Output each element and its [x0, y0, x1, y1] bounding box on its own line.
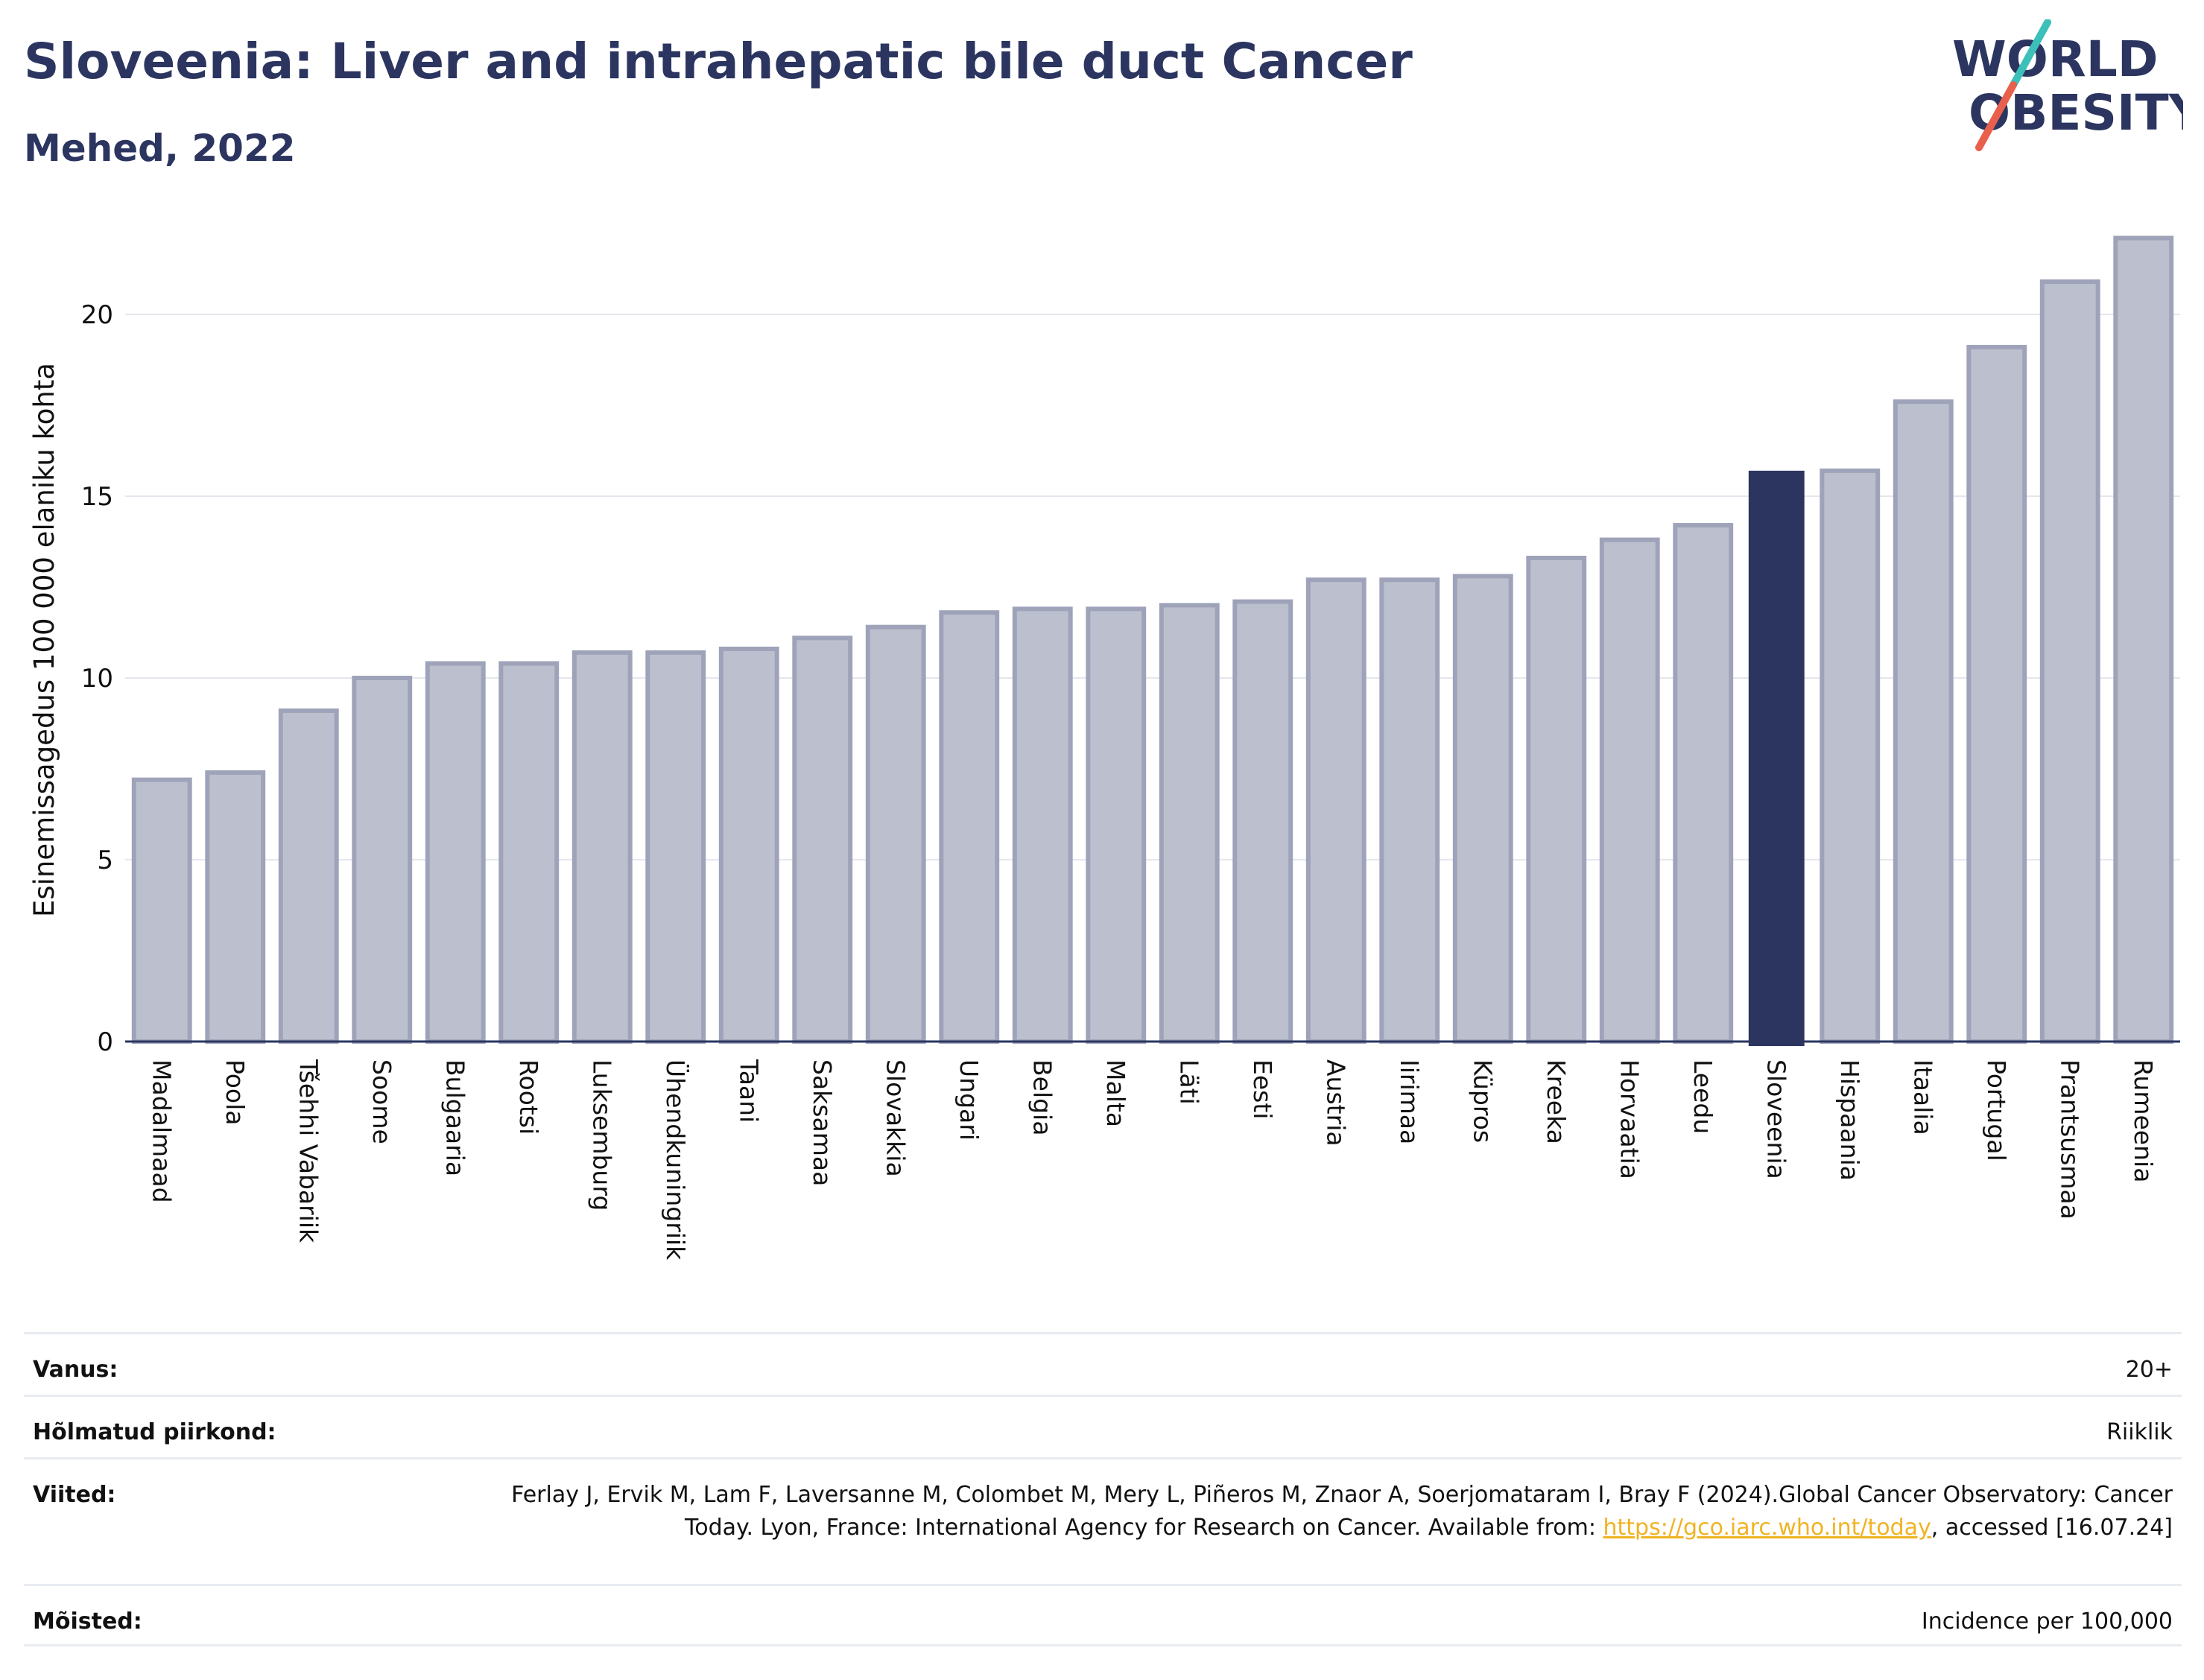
metadata-table: Vanus: 20+ Hõlmatud piirkond: Riiklik Vi… — [24, 1332, 2182, 1646]
bar-itaalia — [1893, 399, 1954, 1044]
meta-value-age: 20+ — [2125, 1357, 2173, 1383]
x-tick-label: Itaalia — [1908, 1059, 1937, 1135]
bar-ungari — [939, 610, 1000, 1044]
x-tick-label: Ungari — [954, 1059, 984, 1141]
x-tick-label: Ühendkuningriik — [661, 1059, 691, 1261]
bar-madalmaad — [131, 777, 192, 1044]
bar-luksemburg — [571, 650, 633, 1044]
reference-accessed: , accessed [16.07.24] — [1931, 1515, 2173, 1541]
bar-rootsi — [498, 661, 560, 1044]
bar-poola — [205, 770, 266, 1044]
y-tick-label: 20 — [81, 300, 113, 330]
logo-text-line1: WORLD — [1952, 31, 2159, 88]
chart-subtitle: Mehed, 2022 — [24, 127, 296, 170]
x-tick-label: Poola — [221, 1059, 250, 1126]
bar-prantsusmaa — [2039, 279, 2100, 1044]
y-axis-label: Esinemissagedus 100 000 elaniku kohta — [28, 363, 60, 917]
bar-chart: 0 5 10 15 20 Madalmaad Poola Tšehhi Vabariik Soo… — [28, 235, 2180, 1261]
bar-slovakkia — [865, 624, 926, 1044]
x-tick-label: Rumeenia — [2129, 1059, 2158, 1182]
bar-belgia — [1012, 606, 1073, 1044]
world-obesity-logo: WORLD OBESITY — [1952, 19, 2183, 151]
x-tick-label: Sloveenia — [1761, 1059, 1790, 1179]
y-tick-label: 10 — [81, 664, 113, 694]
meta-label-age: Vanus: — [33, 1357, 118, 1383]
bar-rumeenia — [2113, 235, 2174, 1044]
meta-value-definitions: Incidence per 100,000 — [1921, 1608, 2173, 1635]
x-tick-label: Soome — [367, 1059, 396, 1144]
meta-row-definitions: Mõisted: Incidence per 100,000 — [24, 1584, 2182, 1646]
x-tick-label: Malta — [1101, 1059, 1130, 1127]
y-tick-label: 15 — [81, 482, 113, 512]
bar-malta — [1086, 606, 1147, 1044]
x-tick-label: Luksemburg — [587, 1059, 616, 1211]
reference-link[interactable]: https://gco.iarc.who.int/today — [1603, 1515, 1931, 1541]
bar-sloveenia — [1748, 470, 1805, 1046]
x-tick-label: Iirimaa — [1395, 1059, 1424, 1144]
x-tick-label: Prantsusmaa — [2055, 1059, 2084, 1220]
meta-value-references: Ferlay J, Ervik M, Lam F, Laversanne M, … — [459, 1479, 2173, 1544]
logo-slash-teal — [2010, 19, 2051, 89]
bars — [131, 235, 2174, 1046]
bar-hispaania — [1820, 468, 1881, 1044]
bar-tšehhi-vabariik — [278, 708, 339, 1044]
x-tick-label: Eesti — [1248, 1059, 1277, 1119]
bar-leedu — [1673, 523, 1734, 1044]
x-tick-label: Portugal — [1982, 1059, 2011, 1161]
x-tick-label: Austria — [1321, 1059, 1350, 1147]
chart-title: Sloveenia: Liver and intrahepatic bile d… — [24, 33, 1413, 90]
bar-küpros — [1452, 574, 1513, 1044]
x-tick-label: Belgia — [1027, 1059, 1057, 1135]
y-tick-label: 5 — [97, 846, 113, 875]
meta-label-region: Hõlmatud piirkond: — [33, 1419, 276, 1445]
bar-eesti — [1232, 599, 1293, 1044]
bar-austria — [1305, 577, 1367, 1044]
x-tick-label: Tšehhi Vabariik — [294, 1059, 323, 1243]
x-tick-label: Läti — [1174, 1059, 1203, 1105]
meta-row-age: Vanus: 20+ — [24, 1332, 2182, 1395]
bar-bulgaaria — [425, 661, 486, 1044]
x-tick-label: Rootsi — [514, 1059, 543, 1135]
bar-kreeka — [1526, 555, 1587, 1044]
meta-label-references: Viited: — [33, 1482, 116, 1508]
meta-value-region: Riiklik — [2106, 1419, 2173, 1445]
x-tick-label: Küpros — [1468, 1059, 1497, 1143]
x-tick-label: Leedu — [1688, 1059, 1717, 1134]
x-tick-label: Saksamaa — [808, 1059, 837, 1186]
bar-saksamaa — [792, 635, 853, 1044]
bar-ühendkuningriik — [645, 650, 706, 1044]
bar-soome — [352, 676, 413, 1044]
bar-horvaatia — [1599, 537, 1660, 1044]
meta-label-definitions: Mõisted: — [33, 1608, 142, 1635]
reference-text: Ferlay J, Ervik M, Lam F, Laversanne M, … — [511, 1482, 2173, 1541]
bar-iirimaa — [1379, 577, 1440, 1044]
x-tick-label: Kreeka — [1542, 1059, 1571, 1144]
x-tick-label: Taani — [734, 1059, 763, 1123]
axes: 0 5 10 15 20 Madalmaad Poola Tšehhi Vabariik Soo… — [81, 300, 2180, 1261]
bar-läti — [1159, 603, 1220, 1044]
meta-row-references: Viited: Ferlay J, Ervik M, Lam F, Lavers… — [24, 1457, 2182, 1584]
x-tick-label: Horvaatia — [1615, 1059, 1644, 1179]
x-tick-label: Madalmaad — [147, 1059, 176, 1203]
x-tick-label: Hispaania — [1835, 1059, 1864, 1181]
bar-portugal — [1966, 344, 2027, 1045]
x-tick-label: Bulgaaria — [440, 1059, 469, 1176]
meta-row-region: Hõlmatud piirkond: Riiklik — [24, 1395, 2182, 1457]
y-tick-label: 0 — [97, 1027, 113, 1057]
bar-taani — [718, 646, 779, 1044]
x-tick-label: Slovakkia — [881, 1059, 910, 1177]
logo-slash-red — [1975, 81, 2017, 151]
